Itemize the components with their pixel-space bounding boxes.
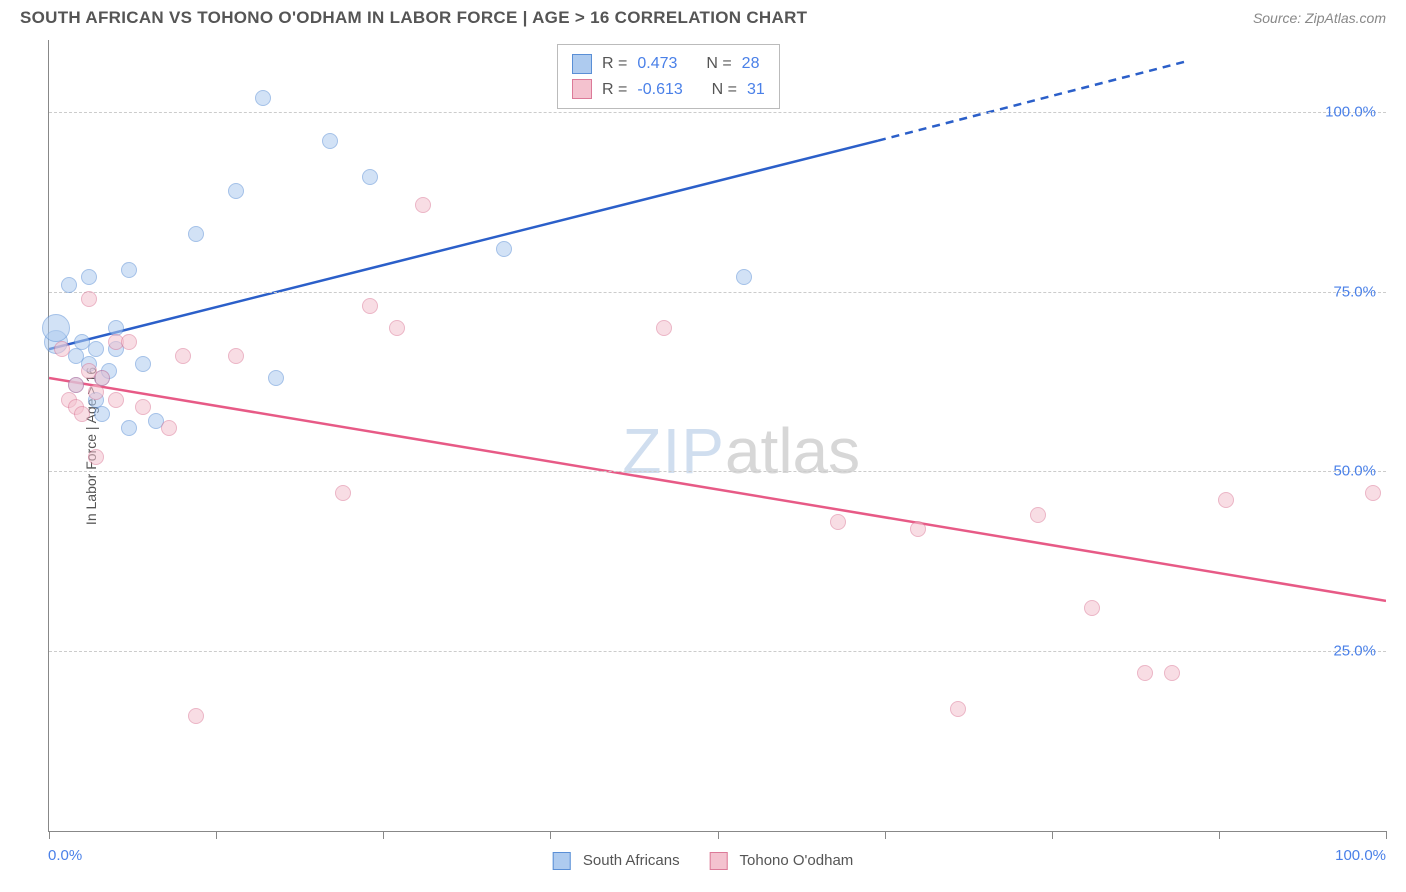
scatter-point — [175, 348, 191, 364]
legend-item-series1: South Africans — [553, 852, 680, 870]
stats-R-value-series2: -0.613 — [637, 77, 682, 103]
gridline-horizontal — [49, 112, 1386, 113]
legend: South Africans Tohono O'odham — [553, 852, 854, 870]
scatter-point — [1137, 665, 1153, 681]
scatter-point — [228, 183, 244, 199]
stats-row-series1: R = 0.473 N = 28 — [572, 51, 765, 77]
watermark-zip: ZIP — [622, 414, 725, 486]
scatter-point — [255, 90, 271, 106]
chart-plot-area: ZIPatlas R = 0.473 N = 28 R = -0.613 N =… — [48, 40, 1386, 832]
scatter-point — [88, 384, 104, 400]
scatter-point — [188, 226, 204, 242]
x-axis-tick — [718, 831, 719, 839]
chart-source: Source: ZipAtlas.com — [1253, 10, 1386, 26]
scatter-point — [135, 356, 151, 372]
watermark: ZIPatlas — [622, 413, 860, 487]
scatter-point — [950, 701, 966, 717]
scatter-point — [88, 341, 104, 357]
legend-swatch-series1 — [553, 852, 571, 870]
scatter-point — [121, 334, 137, 350]
x-axis-tick — [1052, 831, 1053, 839]
x-axis-tick-right: 100.0% — [1335, 847, 1386, 864]
scatter-point — [268, 370, 284, 386]
scatter-point — [1164, 665, 1180, 681]
chart-title: SOUTH AFRICAN VS TOHONO O'ODHAM IN LABOR… — [20, 8, 807, 28]
scatter-point — [88, 449, 104, 465]
scatter-point — [1218, 492, 1234, 508]
y-axis-tick-label: 100.0% — [1325, 103, 1376, 120]
scatter-point — [415, 197, 431, 213]
scatter-point — [910, 521, 926, 537]
scatter-point — [94, 406, 110, 422]
watermark-atlas: atlas — [725, 414, 860, 486]
scatter-point — [81, 291, 97, 307]
x-axis-tick — [49, 831, 50, 839]
scatter-point — [161, 420, 177, 436]
legend-label-series2: Tohono O'odham — [740, 852, 854, 869]
scatter-point — [108, 392, 124, 408]
scatter-point — [362, 298, 378, 314]
legend-item-series2: Tohono O'odham — [710, 852, 854, 870]
stats-R-label: R = — [602, 51, 627, 77]
stats-swatch-series1 — [572, 54, 592, 74]
regression-lines — [49, 40, 1386, 831]
scatter-point — [1084, 600, 1100, 616]
scatter-point — [135, 399, 151, 415]
gridline-horizontal — [49, 292, 1386, 293]
scatter-point — [830, 514, 846, 530]
scatter-point — [68, 377, 84, 393]
legend-swatch-series2 — [710, 852, 728, 870]
stats-row-series2: R = -0.613 N = 31 — [572, 77, 765, 103]
scatter-point — [389, 320, 405, 336]
x-axis-tick — [1219, 831, 1220, 839]
scatter-point — [228, 348, 244, 364]
stats-N-value-series1: 28 — [742, 51, 760, 77]
scatter-point — [74, 406, 90, 422]
scatter-point — [1030, 507, 1046, 523]
scatter-point — [81, 269, 97, 285]
scatter-point — [656, 320, 672, 336]
scatter-point — [94, 370, 110, 386]
y-axis-tick-label: 25.0% — [1333, 643, 1376, 660]
x-axis-tick — [885, 831, 886, 839]
stats-R-value-series1: 0.473 — [637, 51, 677, 77]
scatter-point — [736, 269, 752, 285]
stats-N-label-2: N = — [712, 77, 737, 103]
x-axis-tick — [383, 831, 384, 839]
scatter-point — [61, 277, 77, 293]
stats-R-label-2: R = — [602, 77, 627, 103]
x-axis-tick-left: 0.0% — [48, 847, 82, 864]
stats-N-value-series2: 31 — [747, 77, 765, 103]
stats-box: R = 0.473 N = 28 R = -0.613 N = 31 — [557, 44, 780, 109]
scatter-point — [54, 341, 70, 357]
scatter-point — [121, 420, 137, 436]
scatter-point — [121, 262, 137, 278]
scatter-point — [496, 241, 512, 257]
gridline-horizontal — [49, 651, 1386, 652]
scatter-point — [188, 708, 204, 724]
x-axis-tick — [550, 831, 551, 839]
scatter-point — [1365, 485, 1381, 501]
scatter-point — [335, 485, 351, 501]
scatter-point — [362, 169, 378, 185]
x-axis-tick — [216, 831, 217, 839]
y-axis-tick-label: 50.0% — [1333, 463, 1376, 480]
y-axis-tick-label: 75.0% — [1333, 283, 1376, 300]
legend-label-series1: South Africans — [583, 852, 680, 869]
x-axis-tick — [1386, 831, 1387, 839]
chart-header: SOUTH AFRICAN VS TOHONO O'ODHAM IN LABOR… — [0, 0, 1406, 34]
scatter-point — [322, 133, 338, 149]
gridline-horizontal — [49, 471, 1386, 472]
scatter-point — [42, 314, 70, 342]
stats-swatch-series2 — [572, 79, 592, 99]
stats-N-label: N = — [706, 51, 731, 77]
